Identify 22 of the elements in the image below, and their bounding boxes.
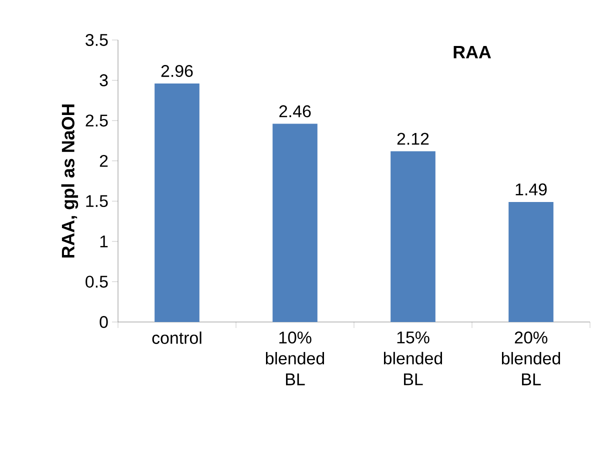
y-tick-label: 0.5 (86, 276, 108, 288)
bar (154, 84, 200, 322)
data-label: 2.96 (161, 64, 193, 77)
x-tick-label: 10% blended BL (266, 332, 324, 386)
y-tick-label: 1 (100, 236, 108, 248)
y-tick-label: 2.5 (86, 114, 108, 127)
y-axis-title: RAA, gpl as NaOH (61, 104, 78, 258)
x-tick-label: control (152, 332, 202, 344)
y-tick-label: 1.5 (86, 195, 108, 208)
bar (390, 151, 436, 322)
y-tick-label: 3 (100, 74, 108, 86)
data-label: 2.46 (279, 105, 311, 118)
x-tick-label: 15% blended BL (384, 332, 442, 386)
bar (508, 202, 554, 322)
x-tick-label: 20% blended BL (502, 332, 560, 386)
y-tick-label: 3.5 (86, 34, 108, 46)
bar (272, 124, 318, 322)
data-label: 1.49 (516, 183, 547, 196)
y-tick-label: 2 (100, 154, 108, 167)
chart-title: RAA (454, 46, 491, 58)
y-tick-label: 0 (100, 316, 108, 328)
data-label: 2.12 (397, 132, 429, 145)
